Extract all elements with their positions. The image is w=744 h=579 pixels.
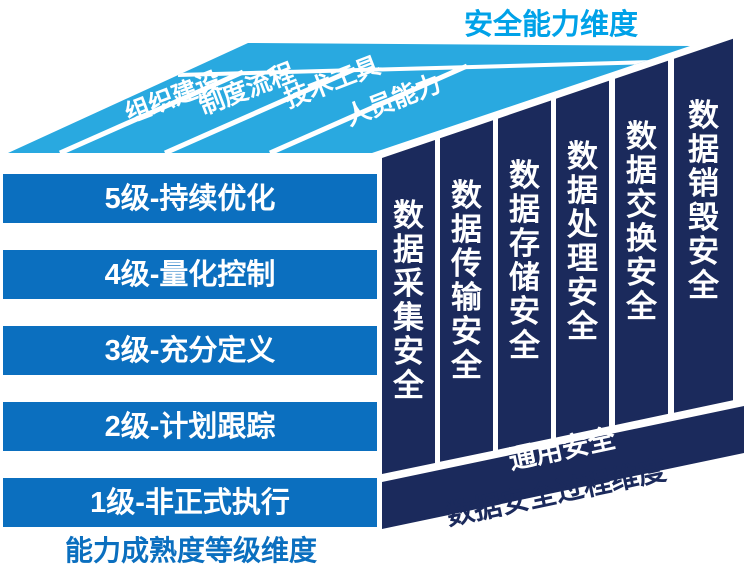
process-column-label: 数据采集安全: [392, 198, 425, 403]
process-column-label: 数据处理安全: [566, 139, 599, 344]
maturity-bar-label: 1级-非正式执行: [90, 486, 290, 519]
process-columns-face: 数据采集安全 数据传输安全 数据存储安全 数据处理安全 数据交换安全 数据销毁安…: [382, 38, 744, 531]
maturity-bar: 2级-计划跟踪: [3, 402, 377, 451]
maturity-bar-label: 2级-计划跟踪: [105, 409, 276, 443]
process-column-label: 数据存储安全: [508, 158, 541, 363]
roof-stripe-divider: [163, 66, 357, 153]
process-column: 数据交换安全: [615, 60, 668, 426]
roof-top-edge-divider: [177, 59, 690, 77]
roof-surface: [8, 43, 690, 153]
maturity-bar-label: 4级-量化控制: [105, 258, 276, 291]
process-column: 数据传输安全: [440, 120, 493, 462]
process-column-label: 数据销毁安全: [687, 98, 720, 303]
maturity-bar: 3级-充分定义: [3, 326, 377, 375]
maturity-bar: 4级-量化控制: [3, 250, 377, 299]
process-column-label: 数据交换安全: [625, 119, 658, 324]
maturity-bar: 1级-非正式执行: [3, 478, 377, 527]
process-column: 数据存储安全: [498, 100, 551, 450]
maturity-levels-face: 5级-持续优化 4级-量化控制 3级-充分定义 2级-计划跟踪 1级-非正式执行…: [3, 174, 377, 566]
process-column: 数据处理安全: [556, 80, 609, 438]
process-column: 数据销毁安全: [674, 38, 733, 413]
maturity-axis-title: 能力成熟度等级维度: [65, 534, 317, 566]
process-column-label: 数据传输安全: [450, 178, 483, 383]
maturity-bar-label: 3级-充分定义: [105, 333, 276, 367]
capability-axis-title: 安全能力维度: [464, 7, 638, 41]
roof-stripe-divider: [58, 69, 245, 153]
roof-stripe-divider: [268, 63, 469, 153]
maturity-bar-label: 5级-持续优化: [105, 182, 276, 215]
maturity-bar: 5级-持续优化: [3, 174, 377, 223]
process-column: 数据采集安全: [382, 140, 435, 474]
